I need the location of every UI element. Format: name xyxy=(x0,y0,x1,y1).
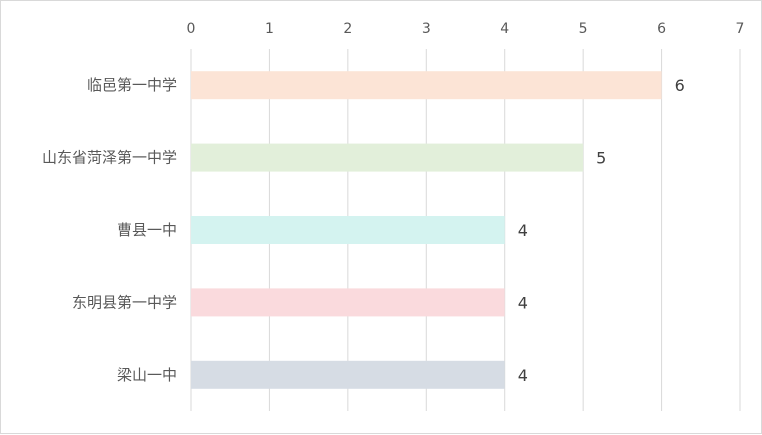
bar-3 xyxy=(191,216,505,244)
category-label-5: 梁山一中 xyxy=(117,366,177,384)
x-tick-label-4: 4 xyxy=(500,21,509,37)
x-tick-label-2: 2 xyxy=(343,21,352,37)
category-label-3: 曹县一中 xyxy=(117,221,177,239)
x-tick-label-5: 5 xyxy=(579,21,588,37)
data-label-3: 4 xyxy=(518,221,528,240)
data-label-2: 5 xyxy=(596,149,606,168)
bar-4 xyxy=(191,288,505,317)
category-label-2: 山东省菏泽第一中学 xyxy=(42,149,177,167)
category-label-4: 东明县第一中学 xyxy=(72,293,177,311)
x-tick-label-6: 6 xyxy=(657,21,666,37)
category-label-1: 临邑第一中学 xyxy=(87,76,177,94)
data-label-5: 4 xyxy=(518,366,528,385)
x-tick-label-1: 1 xyxy=(265,21,274,37)
x-tick-label-0: 0 xyxy=(187,21,196,37)
bar-2 xyxy=(191,143,584,172)
data-label-1: 6 xyxy=(675,76,685,95)
data-label-4: 4 xyxy=(518,293,528,312)
bar-1 xyxy=(191,71,662,100)
x-tick-label-7: 7 xyxy=(736,21,745,37)
bar-5 xyxy=(191,360,505,389)
x-tick-label-3: 3 xyxy=(422,21,431,37)
